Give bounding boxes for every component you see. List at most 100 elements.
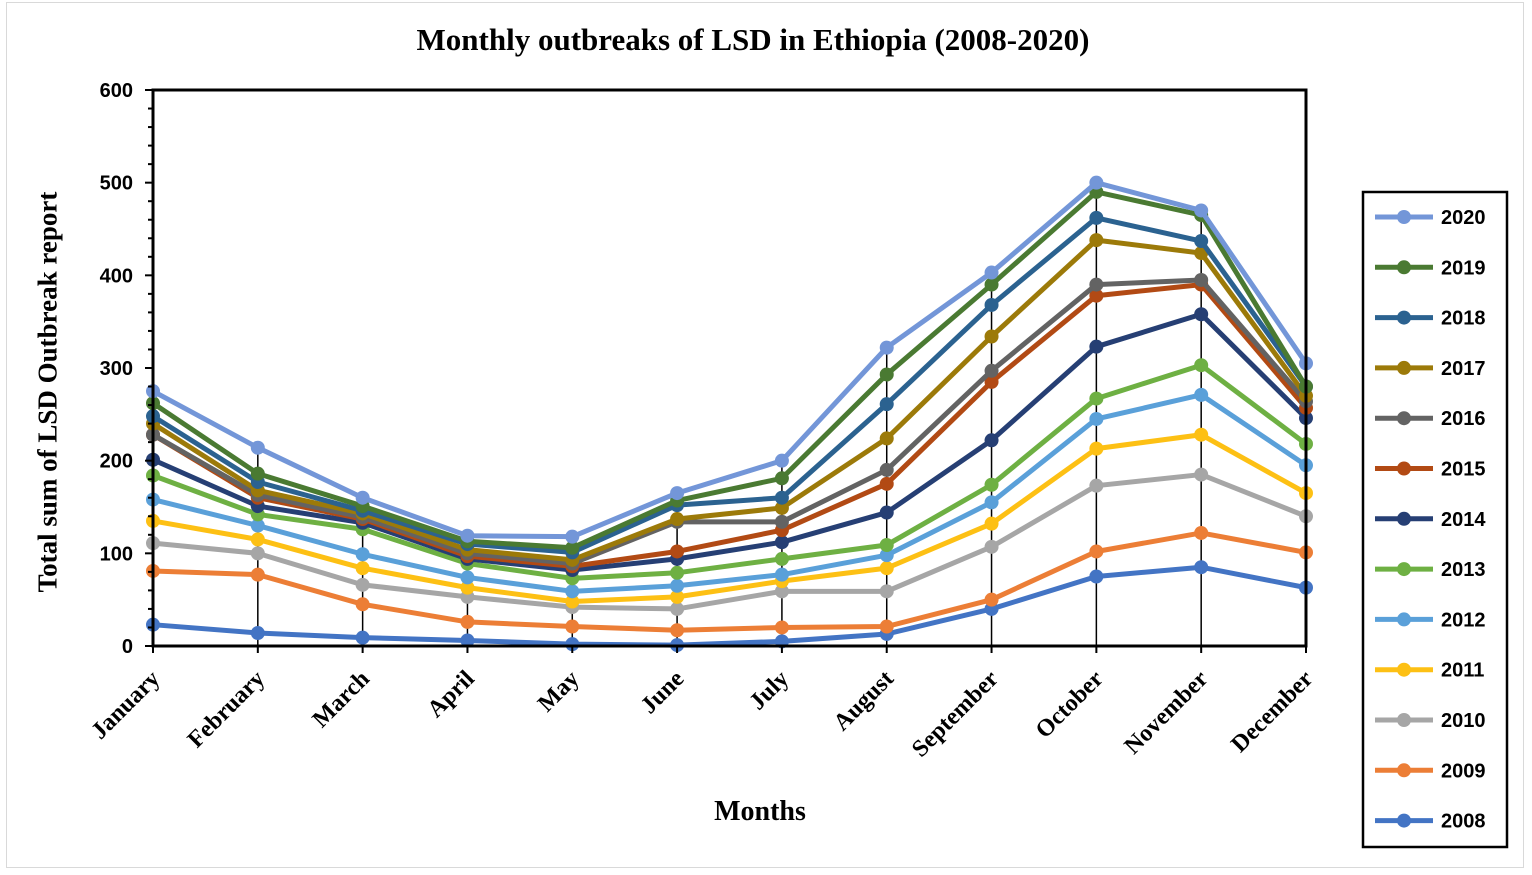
data-point-2009 [879, 619, 894, 634]
legend-label-2015: 2015 [1441, 459, 1486, 481]
data-point-2010 [355, 577, 370, 592]
series-line-2008 [152, 564, 1307, 648]
data-point-2008 [1194, 560, 1209, 575]
data-point-2012 [355, 547, 370, 562]
data-point-2008 [460, 633, 475, 648]
legend-swatch-marker [1397, 562, 1411, 577]
data-point-2018 [879, 397, 894, 412]
data-point-2014 [984, 433, 999, 448]
x-tick-label: July [745, 666, 795, 716]
data-point-2013 [879, 537, 894, 552]
legend-swatch-marker [1397, 461, 1411, 476]
x-tick-label: December [1226, 666, 1318, 758]
legend-label-2008: 2008 [1441, 811, 1486, 833]
data-point-2018 [774, 490, 789, 505]
x-tick-label: May [533, 666, 584, 717]
legend-label-2016: 2016 [1441, 408, 1486, 430]
data-point-2015 [984, 374, 999, 389]
x-tick-label: August [829, 666, 899, 736]
data-point-2015 [879, 476, 894, 491]
data-point-2009 [670, 623, 685, 638]
data-point-2010 [984, 539, 999, 554]
data-point-2017 [1089, 233, 1104, 248]
data-point-2014 [879, 505, 894, 520]
legend-label-2010: 2010 [1441, 710, 1486, 732]
legend-swatch-marker [1397, 310, 1411, 325]
data-point-2020 [879, 340, 894, 355]
legend-swatch-marker [1397, 713, 1411, 727]
data-point-2016 [1194, 272, 1209, 287]
x-tick-label: January [86, 666, 165, 745]
data-point-2020 [1194, 203, 1209, 218]
data-point-2015 [670, 544, 685, 559]
series-line-2011 [152, 432, 1308, 605]
data-point-2010 [774, 584, 789, 599]
data-point-2019 [250, 466, 265, 481]
data-point-2017 [984, 329, 999, 344]
data-point-2011 [250, 532, 265, 547]
data-point-2019 [879, 367, 894, 382]
series-line-2016 [151, 277, 1308, 567]
y-tick-label: 0 [122, 636, 133, 658]
legend-label-2013: 2013 [1441, 559, 1486, 581]
legend-label-2011: 2011 [1441, 660, 1484, 682]
y-tick-label: 200 [100, 451, 133, 473]
legend-label-2012: 2012 [1441, 609, 1486, 631]
y-tick-label: 500 [100, 173, 133, 195]
data-point-2011 [355, 561, 370, 576]
data-point-2017 [774, 500, 789, 515]
legend-label-2014: 2014 [1441, 509, 1486, 531]
data-point-2011 [1194, 427, 1209, 442]
y-tick-label: 300 [100, 358, 133, 380]
data-point-2011 [460, 580, 475, 595]
data-point-2012 [1194, 387, 1209, 402]
data-point-2019 [565, 540, 580, 555]
data-point-2012 [1089, 411, 1104, 426]
data-point-2012 [984, 495, 999, 510]
data-point-2013 [984, 477, 999, 492]
data-point-2010 [879, 584, 894, 599]
data-point-2009 [250, 567, 265, 582]
series-line-2019 [151, 189, 1309, 551]
data-point-2009 [355, 597, 370, 612]
legend-swatch-marker [1397, 813, 1411, 828]
legend-swatch-marker [1397, 260, 1411, 275]
chart-title: Monthly outbreaks of LSD in Ethiopia (20… [416, 22, 1090, 57]
x-tick-label: September [907, 666, 1004, 763]
data-point-2013 [1194, 358, 1209, 373]
data-point-2018 [984, 297, 999, 312]
data-point-2018 [1089, 210, 1104, 225]
data-point-2009 [1194, 525, 1209, 540]
data-point-2009 [460, 614, 475, 629]
data-point-2011 [1089, 441, 1104, 456]
data-point-2010 [670, 601, 685, 616]
data-point-2017 [879, 431, 894, 446]
data-point-2009 [984, 592, 999, 607]
data-point-2011 [565, 594, 580, 609]
legend-label-2018: 2018 [1441, 308, 1486, 330]
data-point-2011 [879, 561, 894, 576]
plot-border [151, 88, 1308, 648]
x-tick-label: March [308, 666, 375, 733]
legend-swatch-marker [1397, 763, 1411, 778]
series-line-2013 [152, 362, 1308, 581]
legend-label-2009: 2009 [1441, 760, 1486, 782]
data-point-2019 [774, 471, 789, 486]
data-point-2012 [565, 584, 580, 599]
data-point-2020 [1089, 175, 1104, 190]
legend-label-2020: 2020 [1441, 207, 1486, 229]
data-point-2015 [1089, 288, 1104, 303]
data-point-2008 [1089, 569, 1104, 584]
chart-frame [6, 2, 1524, 868]
legend-swatch-marker [1397, 360, 1411, 375]
x-tick-label: June [636, 666, 690, 720]
data-point-2020 [565, 529, 580, 544]
x-axis-title: Months [714, 796, 806, 827]
data-point-2010 [1194, 467, 1209, 482]
series-line-2020 [151, 180, 1309, 540]
legend-label-2017: 2017 [1441, 358, 1486, 380]
legend-label-2019: 2019 [1441, 257, 1486, 279]
y-tick-label: 600 [100, 80, 133, 102]
series-line-2017 [151, 237, 1309, 563]
